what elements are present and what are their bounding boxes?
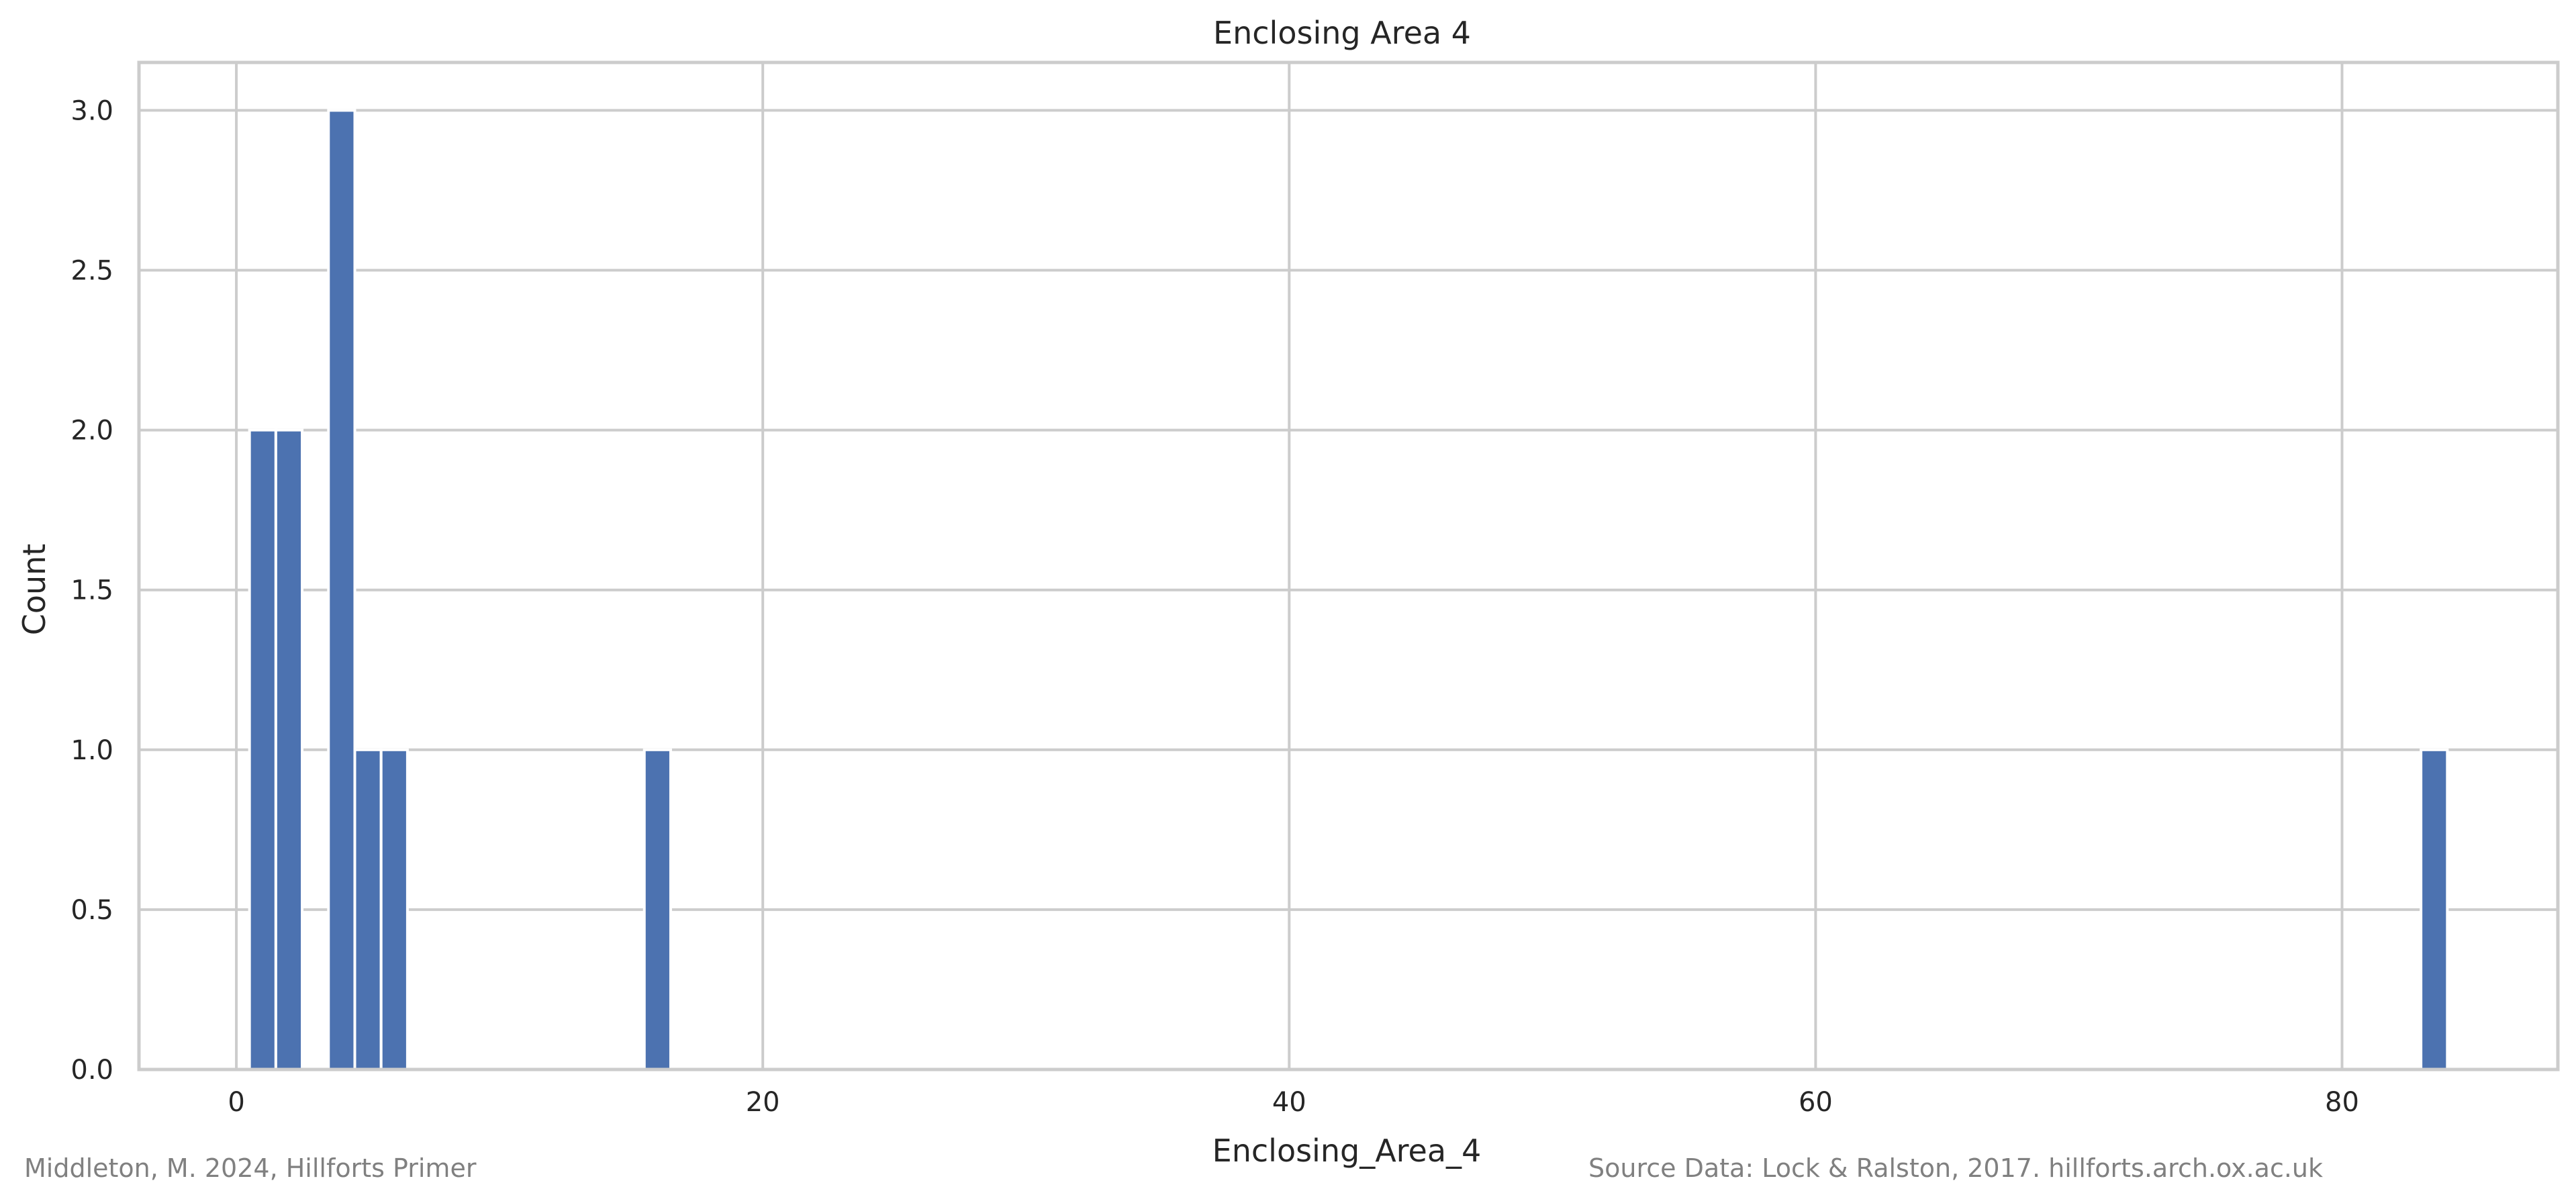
- histogram-bar: [327, 109, 356, 1071]
- y-tick-label: 2.5: [70, 256, 113, 287]
- histogram-bar: [274, 428, 304, 1071]
- histogram-bar: [248, 428, 277, 1071]
- y-tick-label: 0.5: [70, 895, 113, 926]
- x-tick-labels: 0 20 40 60 80: [228, 1087, 2359, 1118]
- y-tick-label: 0.0: [70, 1055, 113, 1086]
- x-tick-label: 60: [1799, 1087, 1833, 1118]
- x-axis-label: Enclosing_Area_4: [1212, 1133, 1482, 1169]
- x-tick-label: 0: [228, 1087, 244, 1118]
- histogram-bar: [379, 748, 409, 1071]
- credit-note: Middleton, M. 2024, Hillforts Primer: [24, 1153, 477, 1183]
- grid-lines: [139, 62, 2558, 1071]
- chart-title: Enclosing Area 4: [1213, 15, 1471, 51]
- y-tick-label: 1.0: [70, 735, 113, 766]
- x-tick-label: 20: [746, 1087, 780, 1118]
- y-axis-label: Count: [16, 544, 52, 636]
- y-tick-label: 1.5: [70, 575, 113, 606]
- histogram-bar: [2420, 748, 2449, 1071]
- histogram-bar: [353, 748, 383, 1071]
- histogram-bar: [642, 748, 672, 1071]
- x-tick-label: 40: [1272, 1087, 1306, 1118]
- y-tick-labels: 0.0 0.5 1.0 1.5 2.0 2.5 3.0: [70, 95, 113, 1086]
- histogram-bars: [248, 109, 2449, 1071]
- x-tick-label: 80: [2325, 1087, 2359, 1118]
- y-tick-label: 2.0: [70, 416, 113, 446]
- source-note: Source Data: Lock & Ralston, 2017. hillf…: [1588, 1153, 2324, 1183]
- plot-frame: [137, 60, 2560, 1071]
- y-tick-label: 3.0: [70, 95, 113, 126]
